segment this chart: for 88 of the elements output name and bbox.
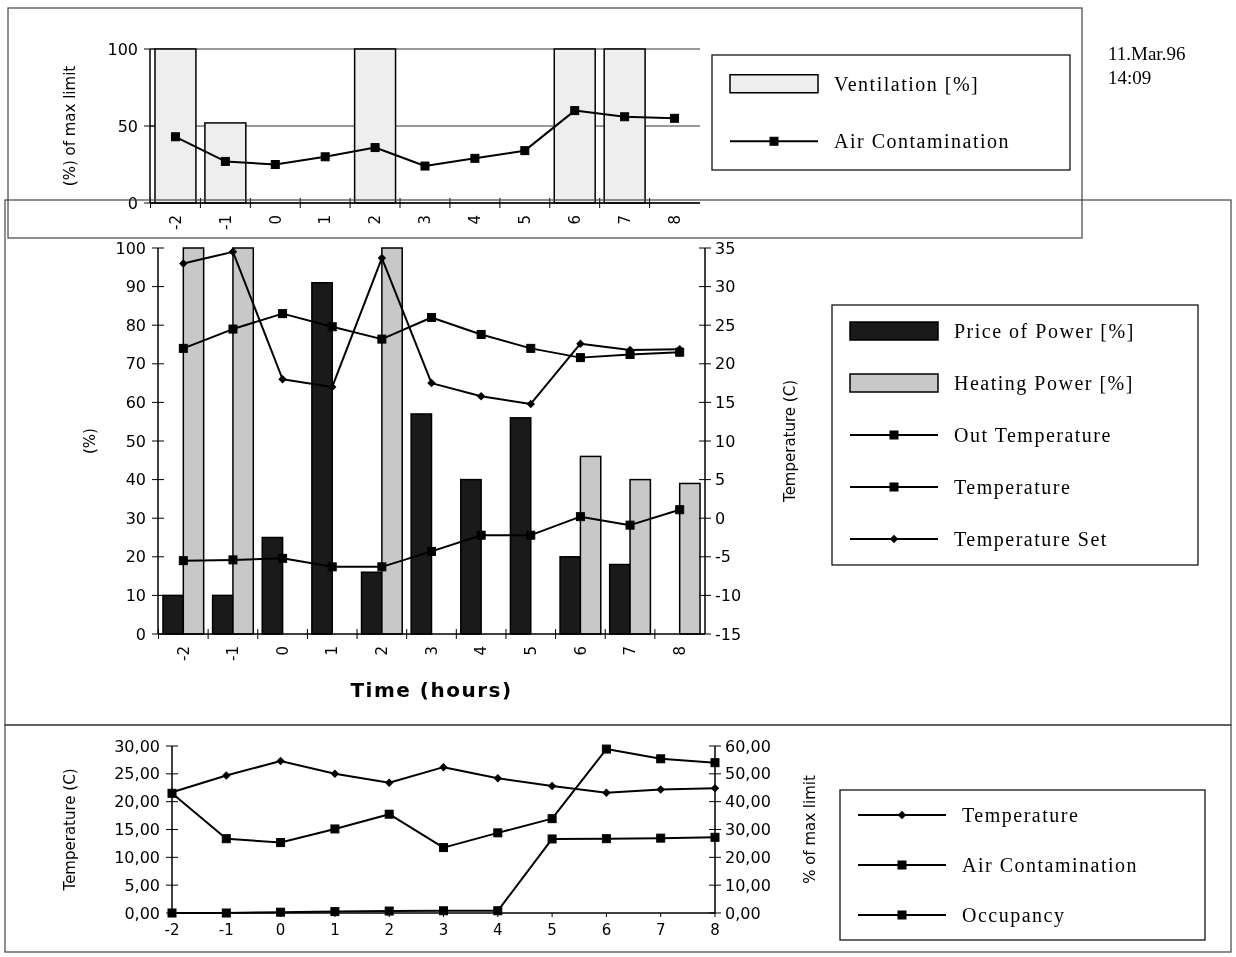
x-tick-label: 3	[422, 646, 441, 656]
x-tick-label: -1	[218, 921, 234, 939]
legend-label: Temperature	[954, 476, 1072, 499]
x-tick-label: 4	[493, 921, 503, 939]
x-tick-label: 8	[670, 646, 689, 656]
x-tick-label: 8	[710, 921, 720, 939]
x-tick-label: 3	[416, 215, 435, 225]
x-tick-label: 1	[330, 921, 340, 939]
legend-label: Occupancy	[962, 904, 1066, 927]
x-tick-label: 1	[316, 215, 335, 225]
y-tick-label: 10,00	[114, 847, 160, 867]
y-axis-title: (%)	[81, 428, 99, 454]
y2-tick-label: 5	[715, 470, 726, 490]
y-tick-label: 0,00	[124, 903, 160, 923]
x-tick-label: -1	[216, 215, 235, 230]
legend-label: Out Temperature	[954, 424, 1112, 447]
legend-label: Temperature	[962, 804, 1080, 827]
y2-tick-label: 15	[715, 393, 736, 412]
y-tick-label: 30	[125, 508, 146, 528]
y-axis-title: (%) of max limit	[61, 65, 79, 187]
y-tick-label: 5,00	[124, 875, 160, 895]
x-tick-label: 1	[323, 646, 342, 656]
y2-tick-label: 25	[715, 315, 736, 335]
y2-tick-label: 35	[715, 238, 736, 258]
x-tick-label: 0	[273, 646, 292, 656]
legend-label: Air Contamination	[962, 854, 1139, 876]
y-tick-label: 50	[117, 116, 138, 136]
x-tick-label: -2	[164, 921, 180, 939]
x-tick-label: 2	[384, 921, 394, 939]
x-tick-label: 0	[266, 215, 285, 225]
legend-label: Temperature Set	[954, 528, 1108, 551]
text: 14:09	[1108, 67, 1152, 88]
y-tick-label: 10	[125, 586, 146, 605]
y2-tick-label: -5	[715, 547, 731, 567]
legend-label: Heating Power [%]	[954, 372, 1134, 395]
y2-tick-label: 20,00	[725, 847, 771, 867]
y-tick-label: 50	[125, 431, 146, 451]
x-tick-label: 7	[655, 921, 666, 939]
x-tick-label: 4	[472, 646, 491, 656]
x-tick-label: 5	[522, 646, 541, 656]
x-tick-label: 6	[565, 215, 584, 225]
y-tick-label: 15,00	[114, 820, 160, 840]
y2-tick-label: 10,00	[725, 875, 771, 895]
y2-tick-label: 0	[715, 508, 726, 528]
y2-tick-label: 60,00	[725, 736, 771, 756]
y2-tick-label: 20	[715, 354, 736, 374]
y2-tick-label: 30,00	[725, 820, 771, 840]
x-tick-label: 7	[615, 215, 634, 225]
y-tick-label: 20	[125, 547, 146, 567]
x-tick-label: 8	[665, 215, 684, 225]
text: 11.Mar.96	[1108, 43, 1186, 64]
y-tick-label: 40	[125, 470, 146, 490]
y-tick-label: 25,00	[114, 764, 160, 784]
x-tick-label: 2	[373, 646, 392, 656]
x-tick-label: 2	[366, 215, 385, 225]
legend-label: Ventilation [%]	[834, 72, 980, 95]
y2-tick-label: 50,00	[725, 764, 771, 784]
y2-tick-label: 0,00	[725, 903, 761, 923]
x-tick-label: -2	[166, 215, 185, 230]
y2-tick-label: 30	[715, 277, 736, 297]
y-tick-label: 70	[125, 354, 146, 374]
y2-axis-title: % of max limit	[801, 775, 819, 884]
y-tick-label: 20,00	[114, 792, 160, 812]
x-tick-label: 4	[466, 215, 485, 225]
x-tick-label: 5	[547, 921, 557, 939]
x-tick-label: 5	[516, 215, 535, 225]
y2-tick-label: 10	[715, 431, 736, 451]
x-axis-title: Time (hours)	[350, 678, 513, 702]
y-tick-label: 80	[125, 315, 146, 335]
x-tick-label: 7	[621, 646, 640, 656]
y-tick-label: 100	[115, 238, 146, 258]
x-tick-label: -1	[224, 646, 243, 661]
y2-axis-title: Temperature (C)	[781, 380, 799, 503]
y-tick-label: 60	[125, 393, 146, 412]
legend-label: Air Contamination	[834, 130, 1011, 153]
y-axis-title: Temperature (C)	[61, 768, 79, 892]
x-tick-label: 6	[571, 646, 590, 656]
y2-tick-label: -10	[715, 586, 742, 605]
y2-tick-label: 40,00	[725, 792, 771, 812]
y-tick-label: 100	[107, 39, 138, 59]
y-tick-label: 30,00	[114, 736, 160, 756]
x-tick-label: -2	[174, 646, 193, 661]
y2-tick-label: -15	[715, 624, 742, 644]
legend-label: Price of Power [%]	[954, 320, 1135, 342]
x-tick-label: 0	[275, 921, 286, 939]
x-tick-label: 6	[601, 921, 612, 939]
y-tick-label: 90	[125, 277, 146, 297]
x-tick-label: 3	[438, 921, 449, 939]
